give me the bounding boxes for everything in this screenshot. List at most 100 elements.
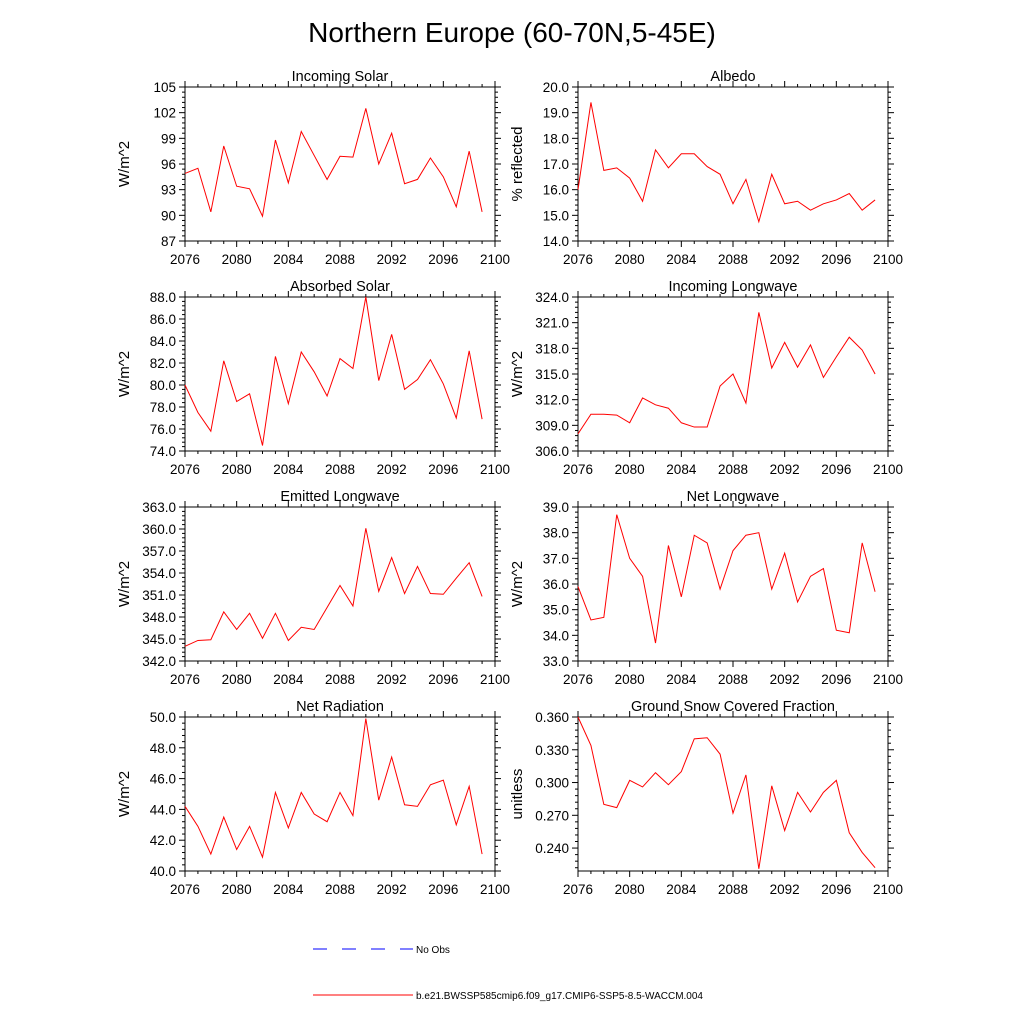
y-tick-label: 88.0 [150,290,176,305]
y-tick-label: 318.0 [535,341,569,356]
plot-frame [184,506,496,662]
y-tick-label: 76.0 [150,422,176,437]
x-tick-label: 2096 [821,252,851,267]
y-tick-label: 342.0 [142,654,176,669]
x-tick-label: 2084 [666,252,697,267]
y-tick-label: 33.0 [543,654,569,669]
y-tick-label: 48.0 [150,741,176,756]
series-line [577,102,876,224]
y-tick-label: 82.0 [150,356,176,371]
y-tick-label: 360.0 [142,522,176,537]
x-tick-label: 2092 [377,882,407,897]
plot-frame [577,506,889,662]
x-tick-label: 2076 [170,462,200,477]
series-line [184,108,483,218]
y-tick-label: 34.0 [543,628,569,643]
figure-title: Northern Europe (60-70N,5-45E) [308,17,716,48]
panel-6: Net Radiation W/m^2 2076 2080 2084 2088 2092 20… [116,699,510,897]
y-tick-label: 354.0 [142,566,176,581]
x-tick-label: 2092 [770,462,800,477]
x-tick-label: 2088 [718,252,748,267]
y-tick-label: 20.0 [543,80,569,95]
y-tick-label: 345.0 [142,632,176,647]
panel-grid: Incoming Solar W/m^2 2076 2080 2084 2088 2092 2… [116,69,903,897]
plot-frame [184,716,496,872]
x-tick-label: 2092 [770,672,800,687]
x-tick-label: 2076 [170,672,200,687]
x-tick-label: 2088 [325,252,355,267]
x-tick-label: 2100 [873,462,903,477]
y-tick-label: 14.0 [543,234,569,249]
x-tick-label: 2096 [821,882,851,897]
x-tick-label: 2100 [873,672,903,687]
panel-7: Ground Snow Covered Fraction unitless 2076… [509,699,903,897]
y-axis-label: % reflected [509,126,526,201]
y-axis-label: W/m^2 [116,771,133,817]
y-tick-label: 321.0 [535,316,569,331]
x-tick-label: 2096 [428,672,458,687]
panel-title: Ground Snow Covered Fraction [631,699,835,715]
y-tick-label: 96 [161,157,176,172]
y-axis-label: W/m^2 [509,351,526,397]
y-tick-label: 18.0 [543,131,569,146]
x-tick-label: 2076 [563,252,593,267]
y-tick-label: 0.300 [535,776,569,791]
panel-title: Emitted Longwave [280,489,399,505]
x-tick-label: 2088 [718,672,748,687]
x-tick-label: 2100 [480,672,510,687]
y-tick-label: 93 [161,183,176,198]
y-tick-label: 74.0 [150,444,176,459]
x-tick-label: 2092 [377,462,407,477]
y-tick-label: 348.0 [142,610,176,625]
y-tick-label: 38.0 [543,526,569,541]
x-tick-label: 2084 [273,252,304,267]
y-tick-label: 15.0 [543,208,569,223]
panel-3: Incoming Longwave W/m^2 2076 2080 2084 2088 20… [509,279,903,477]
y-tick-label: 16.0 [543,183,569,198]
y-tick-label: 40.0 [150,864,176,879]
legend-obs-label: No Obs [416,945,450,956]
x-tick-label: 2096 [821,462,851,477]
y-tick-label: 351.0 [142,588,176,603]
x-tick-label: 2100 [480,882,510,897]
panel-title: Absorbed Solar [290,279,390,295]
x-tick-label: 2080 [222,462,252,477]
y-tick-label: 0.270 [535,808,569,823]
x-tick-label: 2100 [480,462,510,477]
y-tick-label: 0.240 [535,841,569,856]
x-tick-label: 2076 [170,882,200,897]
x-tick-label: 2076 [563,672,593,687]
plot-frame [577,86,889,242]
x-tick-label: 2088 [325,462,355,477]
series-line [577,312,876,435]
y-axis-label: W/m^2 [116,561,133,607]
x-tick-label: 2084 [666,672,697,687]
y-tick-label: 44.0 [150,802,176,817]
panel-title: Net Longwave [687,489,780,505]
x-tick-label: 2076 [563,882,593,897]
y-tick-label: 324.0 [535,290,569,305]
y-axis-label: W/m^2 [509,561,526,607]
series-line [577,716,876,869]
y-tick-label: 17.0 [543,157,569,172]
y-tick-label: 78.0 [150,400,176,415]
y-tick-label: 90 [161,208,176,223]
y-tick-label: 87 [161,234,176,249]
y-tick-label: 84.0 [150,334,176,349]
x-tick-label: 2080 [222,252,252,267]
y-tick-label: 315.0 [535,367,569,382]
series-line [184,296,483,446]
x-tick-label: 2088 [718,462,748,477]
x-tick-label: 2080 [222,882,252,897]
x-tick-label: 2100 [873,252,903,267]
y-axis-label: W/m^2 [116,351,133,397]
x-tick-label: 2084 [273,462,304,477]
panel-2: Absorbed Solar W/m^2 2076 2080 2084 2088 2092 2… [116,279,510,477]
y-tick-label: 19.0 [543,106,569,121]
x-tick-label: 2088 [325,882,355,897]
y-axis-label: unitless [509,769,526,820]
x-tick-label: 2080 [615,462,645,477]
x-tick-label: 2100 [873,882,903,897]
y-tick-label: 357.0 [142,544,176,559]
x-tick-label: 2084 [273,882,304,897]
